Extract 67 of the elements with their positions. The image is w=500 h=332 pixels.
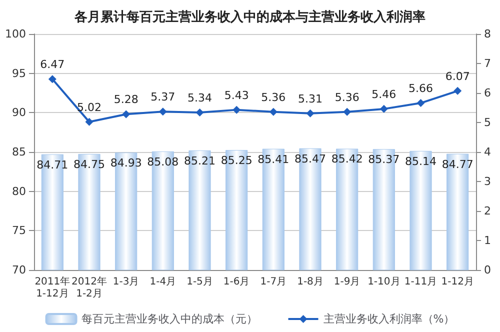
y-tick-label: 100 [5,28,26,40]
data-label: 85.47 [294,152,326,166]
y2-tick-label: 3 [484,175,491,188]
legend-label: 主营业务收入利润率（%） [323,312,455,326]
data-label: 5.34 [188,91,212,104]
data-label: 6.07 [445,70,470,83]
point [306,109,314,118]
data-label: 5.02 [77,100,102,114]
data-label: 85.21 [184,154,216,168]
data-label: 85.08 [147,155,179,168]
point [196,108,204,116]
point [343,108,352,116]
point [48,75,56,84]
data-label: 85.25 [220,154,252,168]
data-label: 5.36 [261,90,286,104]
x-tick-label: 1-6月 [223,276,250,288]
point [454,86,462,95]
data-label: 5.46 [372,88,396,101]
x-tick-label: 2012年 1-2月 [72,276,107,300]
y-tick-label: 90 [12,106,26,120]
x-tick-label: 1-12月 [441,276,474,288]
data-label: 5.28 [114,93,138,106]
point [158,108,167,116]
y-tick-label: 95 [12,66,26,80]
x-tick-label: 1-9月 [334,276,360,288]
point [269,108,278,116]
y2-tick-label: 7 [484,57,491,70]
x-tick-label: 1-3月 [112,276,140,288]
data-label: 85.37 [368,153,400,166]
legend-label: 每百元主营业务收入中的成本（元） [81,312,258,326]
data-label: 85.42 [331,152,363,166]
y2-tick-label: 4 [484,146,491,158]
point [232,106,241,114]
x-tick-label: 2011年 1-12月 [34,276,70,300]
data-label: 6.47 [40,58,65,72]
point [85,118,94,126]
x-tick-label: 1-8月 [297,276,324,288]
y2-tick-label: 6 [484,86,491,100]
point [380,104,388,113]
point [416,99,425,108]
y-tick-label: 85 [12,146,26,158]
x-tick-label: 1-5月 [186,276,213,288]
y-tick-label: 80 [12,184,26,198]
chart-title: 各月累计每百元主营业务收入中的成本与主营业务收入利润率 [74,9,426,25]
point [122,110,130,118]
x-tick-label: 1-11月 [404,276,438,288]
data-label: 84.75 [74,158,105,171]
data-label: 84.93 [110,156,142,170]
data-label: 5.36 [334,90,360,104]
y2-tick-label: 8 [484,28,491,40]
y2-tick-label: 1 [484,234,491,247]
data-label: 5.66 [408,82,433,96]
data-label: 5.37 [150,90,176,104]
y-tick-label: 75 [12,224,26,238]
data-label: 5.43 [224,88,249,102]
x-tick-label: 1-7月 [260,276,287,288]
data-label: 85.14 [405,154,436,168]
y-tick-label: 70 [12,264,26,276]
data-label: 84.71 [36,158,68,172]
x-tick-label: 1-10月 [368,276,400,288]
y2-tick-label: 5 [484,116,491,129]
data-label: 5.31 [298,92,322,106]
y2-tick-label: 0 [484,264,491,276]
data-label: 84.77 [442,158,474,171]
data-label: 85.41 [258,152,290,166]
y2-tick-label: 2 [484,204,491,218]
x-tick-label: 1-4月 [150,276,176,288]
